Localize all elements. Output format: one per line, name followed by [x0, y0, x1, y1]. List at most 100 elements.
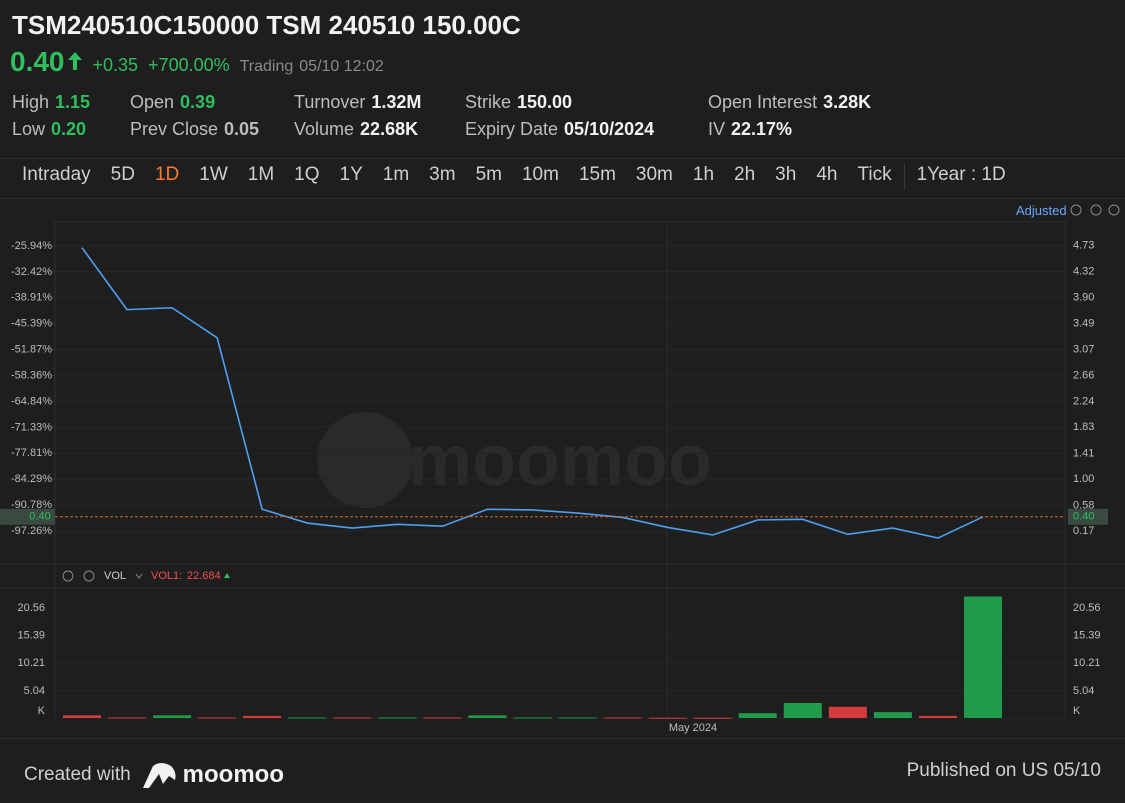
tab[interactable]: 3h — [775, 164, 797, 185]
tab[interactable]: 3m — [429, 164, 456, 185]
quote: 0.40 +0.35 +700.00% Trading 05/10 12:02 — [10, 46, 384, 78]
y-tick-label: 0.17 — [1073, 525, 1094, 537]
stat-value: 0.20 — [51, 119, 87, 139]
tab[interactable]: 5m — [475, 164, 502, 185]
tab[interactable]: 1Y — [339, 164, 363, 185]
tab[interactable]: Tick — [857, 164, 892, 185]
y-tick-label: 2.24 — [1073, 396, 1094, 408]
stat-label: Volume — [294, 119, 355, 139]
stat: Volume 22.68K — [294, 119, 418, 140]
y-tick-label: 3.07 — [1073, 344, 1094, 356]
y-tick-label: 15.39 — [17, 629, 45, 641]
stat-label: IV — [708, 119, 726, 139]
y-tick-label: 20.56 — [17, 602, 45, 614]
tab[interactable]: 4h — [816, 164, 838, 185]
stat-value: 22.68K — [360, 119, 419, 139]
volume-bar — [964, 596, 1002, 718]
adjust-label[interactable]: Adjusted — [1016, 203, 1066, 218]
y-tick-label: 3.90 — [1073, 292, 1094, 304]
price: 0.40 — [10, 46, 65, 77]
tool-icon — [1108, 204, 1120, 216]
volume-bar — [603, 717, 642, 719]
settings-icon — [62, 570, 74, 582]
y2-tick-label: -25.94% — [11, 240, 52, 252]
change: +0.35 — [92, 55, 139, 75]
last-price-label: 0.40 — [1073, 511, 1094, 523]
volume-bar — [468, 715, 507, 718]
tab[interactable]: 2h — [734, 164, 756, 185]
tab[interactable]: 10m — [521, 164, 559, 185]
tool-icon — [1070, 204, 1082, 216]
y2-tick-label: -90.78% — [11, 499, 52, 511]
last-price-tag — [0, 508, 55, 525]
brand: moomoo — [182, 761, 284, 788]
last-price-label: 0.40 — [29, 511, 50, 523]
stat: Expiry Date 05/10/2024 — [465, 119, 654, 140]
y2-tick-label: -32.42% — [11, 266, 52, 278]
tool-icon — [1090, 204, 1102, 216]
tab[interactable]: 5D — [110, 164, 135, 185]
tab-bar: Intraday 5D 1D 1W 1M 1Q 1Y 1m 3m 5m 10m 15m 30m 1h 2h 3… — [12, 164, 1016, 190]
y-tick-label: 4.32 — [1073, 265, 1094, 277]
y-tick-label: 4.73 — [1073, 240, 1094, 252]
volume-bar — [288, 717, 327, 719]
tab[interactable]: 30m — [635, 164, 673, 185]
y-tick-label: 10.21 — [1073, 657, 1101, 669]
y-tick-label: 1.00 — [1073, 473, 1094, 485]
tab[interactable]: 1m — [382, 164, 410, 185]
tab[interactable]: 1D — [154, 164, 180, 185]
volume-bar — [153, 715, 192, 718]
volume-bar — [558, 717, 597, 719]
y-tick-label: 3.49 — [1073, 317, 1094, 329]
volume-bar — [783, 703, 822, 718]
up-arrow — [67, 52, 82, 70]
stat-label: Strike — [465, 92, 512, 112]
volume-bar — [738, 713, 777, 718]
volume-bar — [108, 717, 147, 719]
stat: Open 0.39 — [130, 92, 215, 113]
y-tick-label: 2.66 — [1073, 369, 1094, 381]
stat: High 1.15 — [12, 92, 90, 113]
tab[interactable]: 1M — [247, 164, 275, 185]
dropdown-icon — [135, 573, 143, 579]
stat-value: 3.28K — [823, 92, 872, 112]
change-pct: +700.00% — [148, 55, 230, 75]
divider — [0, 738, 1125, 739]
x-axis-label: May 2024 — [669, 722, 717, 734]
volume-bar — [63, 715, 101, 718]
divider — [0, 158, 1125, 159]
y2-tick-label: -58.36% — [11, 369, 52, 381]
stat-value: 0.05 — [224, 119, 260, 139]
tab[interactable]: 1W — [199, 164, 228, 185]
volume-bar — [513, 717, 552, 719]
volume-bar — [198, 717, 237, 719]
stat-label: High — [12, 92, 50, 112]
range-selector[interactable]: 1Year : 1D — [916, 164, 1006, 185]
up-icon — [224, 573, 230, 578]
stat-value: 1.32M — [371, 92, 422, 112]
volume-bar — [828, 706, 867, 718]
volume-series-label: VOL1: — [151, 570, 182, 582]
y-tick-label: 1.83 — [1073, 421, 1094, 433]
volume-bar — [873, 712, 912, 718]
stat: Turnover 1.32M — [294, 92, 421, 113]
stat-value: 0.39 — [180, 92, 216, 112]
volume-bar — [693, 717, 732, 719]
status: Trading — [239, 58, 294, 75]
stat-label: Turnover — [294, 92, 366, 112]
tab[interactable]: 1h — [692, 164, 715, 185]
y2-tick-label: -77.81% — [11, 447, 52, 459]
tab[interactable]: Intraday — [22, 164, 91, 185]
y-tick-label: 5.04 — [24, 685, 45, 697]
stat-label: Open Interest — [708, 92, 818, 112]
stat: Prev Close 0.05 — [130, 119, 259, 140]
brand-logo — [142, 763, 176, 788]
title: TSM240510C150000 TSM 240510 150.00C — [12, 10, 521, 40]
y-tick-label: K — [1073, 705, 1081, 717]
y2-tick-label: -84.29% — [11, 473, 52, 485]
volume-bar — [423, 717, 462, 719]
y-tick-label: 20.56 — [1073, 602, 1101, 614]
tab[interactable]: 1Q — [294, 164, 320, 185]
tab[interactable]: 15m — [578, 164, 616, 185]
